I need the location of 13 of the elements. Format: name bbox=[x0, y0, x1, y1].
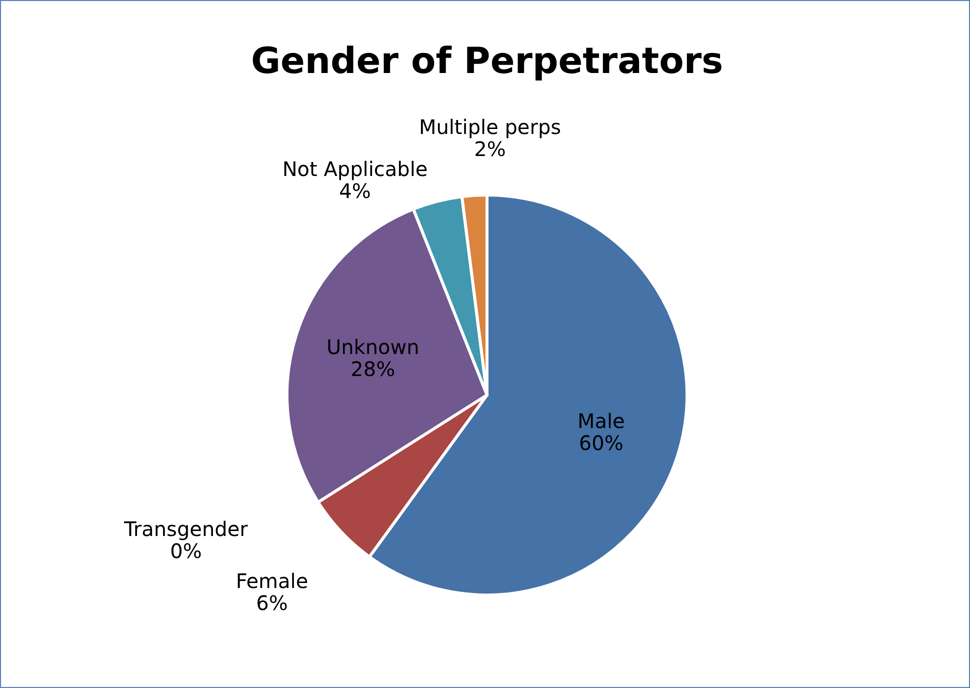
chart-title: Gender of Perpetrators bbox=[250, 41, 724, 82]
data-label: 2% bbox=[474, 137, 506, 161]
slice-label: Unknown bbox=[326, 334, 420, 359]
data-label: 6% bbox=[256, 591, 288, 615]
slice-label: Female bbox=[236, 569, 308, 593]
text: 0% bbox=[170, 539, 202, 563]
slice-label: Multiple perps bbox=[418, 115, 562, 139]
data-label: 28% bbox=[350, 356, 396, 381]
category-label: Transgender bbox=[124, 517, 248, 541]
slice-label: Not Applicable bbox=[282, 157, 428, 181]
data-label: 60% bbox=[578, 431, 624, 456]
data-label: 4% bbox=[339, 179, 371, 203]
slice-label: Male bbox=[577, 409, 625, 434]
